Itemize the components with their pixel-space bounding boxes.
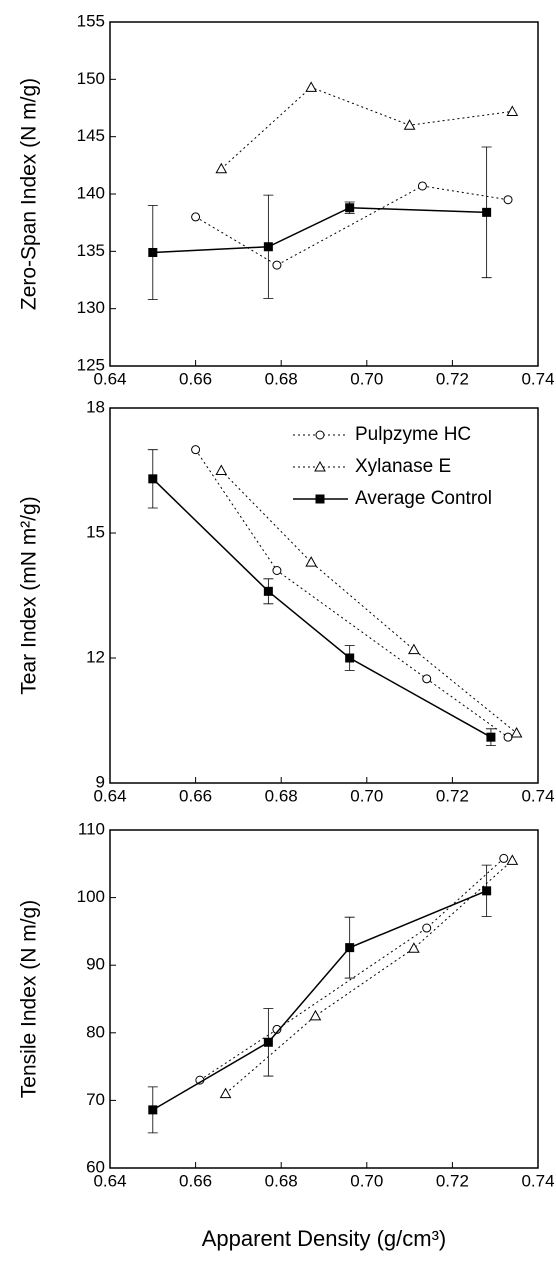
y-tick-label: 70 [86, 1090, 105, 1109]
x-tick-label: 0.74 [521, 1171, 554, 1190]
series-line [220, 470, 517, 734]
x-tick-label: 0.70 [350, 786, 383, 805]
x-tick-label: 0.74 [521, 369, 554, 388]
x-tick-label: 0.66 [179, 786, 212, 805]
marker [148, 247, 158, 257]
marker [506, 105, 519, 116]
legend-label: Xylanase E [355, 456, 451, 477]
marker [309, 1009, 322, 1021]
marker [263, 586, 273, 596]
marker [510, 726, 523, 738]
legend-marker [315, 430, 325, 440]
marker [506, 854, 519, 865]
marker [403, 119, 416, 130]
marker [345, 653, 355, 663]
marker [305, 81, 318, 92]
marker [263, 1037, 273, 1047]
marker [408, 942, 420, 953]
legend-label: Pulpzyme HC [355, 424, 471, 445]
x-tick-label: 0.66 [179, 1171, 212, 1190]
y-tick-label: 155 [77, 11, 105, 30]
marker [422, 674, 432, 684]
marker [422, 923, 432, 933]
marker [408, 643, 420, 655]
series-line [220, 86, 513, 170]
y-tick-label: 18 [86, 397, 105, 416]
x-tick-label: 0.74 [521, 786, 554, 805]
y-tick-label: 12 [86, 647, 105, 666]
y-axis-label: Tensile Index (N m/g) [18, 900, 41, 1098]
y-tick-label: 135 [77, 241, 105, 260]
marker [305, 556, 318, 567]
x-tick-label: 0.72 [436, 1171, 469, 1190]
marker [215, 162, 228, 174]
y-axis-label: Tear Index (mN m²/g) [18, 496, 41, 694]
y-tick-label: 110 [78, 819, 105, 838]
marker [219, 1087, 232, 1099]
marker [263, 242, 273, 252]
marker [191, 445, 201, 455]
marker [191, 212, 201, 222]
marker [148, 1105, 158, 1115]
marker [499, 853, 509, 863]
x-tick-label: 0.68 [265, 369, 298, 388]
y-tick-label: 15 [86, 522, 105, 541]
plot-frame [109, 407, 539, 784]
series-line [152, 478, 492, 738]
x-tick-label: 0.66 [179, 369, 212, 388]
x-axis-label: Apparent Density (g/cm³) [202, 1226, 447, 1251]
marker [215, 464, 228, 475]
y-tick-label: 145 [77, 126, 105, 145]
series-line [199, 858, 505, 1081]
y-tick-label: 60 [86, 1157, 105, 1176]
marker [503, 195, 513, 205]
marker [503, 732, 513, 742]
marker [486, 732, 496, 742]
series-line [152, 207, 487, 254]
x-tick-label: 0.72 [436, 369, 469, 388]
plot-frame [109, 829, 539, 1169]
marker [272, 566, 282, 575]
x-tick-label: 0.68 [265, 1171, 298, 1190]
x-tick-label: 0.64 [93, 1171, 126, 1190]
x-tick-label: 0.72 [436, 786, 469, 805]
y-tick-label: 140 [77, 183, 105, 202]
y-tick-label: 9 [96, 772, 105, 791]
y-tick-label: 100 [77, 887, 105, 906]
marker [345, 943, 355, 953]
x-tick-label: 0.68 [265, 786, 298, 805]
x-tick-label: 0.64 [93, 369, 126, 388]
y-tick-label: 150 [77, 69, 105, 88]
y-tick-label: 90 [86, 955, 105, 974]
series-line [195, 449, 509, 738]
legend-label: Average Control [355, 488, 492, 509]
marker [272, 260, 282, 270]
y-tick-label: 80 [86, 1022, 105, 1041]
y-tick-label: 130 [77, 298, 105, 317]
legend-marker [314, 460, 326, 472]
legend-marker [315, 494, 325, 504]
marker [345, 203, 355, 213]
x-tick-label: 0.70 [350, 369, 383, 388]
y-axis-label: Zero-Span Index (N m/g) [18, 78, 41, 310]
y-tick-label: 125 [77, 355, 105, 374]
marker [482, 207, 492, 217]
plot-frame [109, 21, 539, 367]
series-line [152, 890, 487, 1111]
series-line [195, 185, 509, 266]
x-tick-label: 0.64 [93, 786, 126, 805]
marker [417, 181, 427, 191]
x-tick-label: 0.70 [350, 1171, 383, 1190]
marker [148, 474, 158, 484]
marker [482, 886, 492, 896]
